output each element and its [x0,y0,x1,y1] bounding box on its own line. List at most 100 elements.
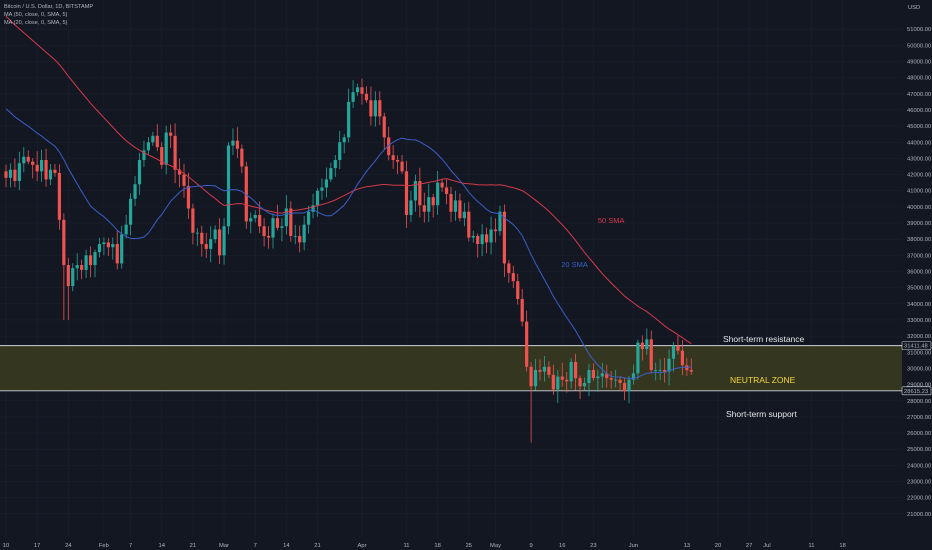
candle-body [502,211,506,264]
x-tick-label: 21 [190,543,196,549]
y-tick-label: 34000.00 [907,302,931,308]
x-tick-label: 25 [466,543,472,549]
candle-body [75,265,79,269]
candle-body [587,370,591,383]
candle-body [195,232,199,234]
candle-body [218,229,222,256]
candle-body [582,382,587,387]
candle-body [453,200,458,212]
y-tick-label: 45000.00 [907,124,931,130]
candle-body [658,370,662,371]
y-tick-label: 48000.00 [907,76,931,82]
candle-body [471,235,475,238]
candle-body [676,345,680,351]
x-tick-label: Mar [219,543,229,549]
y-tick-label: 41000.00 [907,189,931,195]
candle-body [44,160,48,180]
candle-body [578,378,582,387]
candle-body [369,100,373,117]
candle-body [324,179,328,188]
candle-body [489,229,493,243]
candle-body [551,374,555,390]
y-tick-label: 50000.00 [907,43,931,49]
candle-body [4,171,8,178]
x-tick-label: 13 [684,543,690,549]
candle-body [556,376,560,390]
candle-body [663,370,667,372]
candle-body [431,197,435,206]
candle-body [235,140,239,149]
candle-body [462,211,466,219]
sma50-annotation: 50 SMA [598,216,625,225]
candle-body [689,370,693,372]
candle-body [333,160,337,169]
candle-body [387,137,391,156]
support-annotation: Short-term support [726,409,797,419]
chart-legend: Bitcoin / U.S. Dollar, 1D, BITSTAMP MA (… [4,3,93,27]
candle-body [142,150,146,161]
candle-body [62,219,66,266]
candle-body [485,234,489,243]
candle-body [226,145,231,227]
candle-body [565,379,569,382]
sma50-line [5,15,692,345]
candle-body [622,382,627,392]
candle-body [538,370,542,372]
sma20-line [5,108,692,380]
x-tick-label: 20 [715,543,721,549]
candle-body [569,361,573,382]
y-tick-label: 38000.00 [907,237,931,243]
currency-label: USD [908,5,920,11]
ma20-legend[interactable]: MA (20, close, 0, SMA, 5) [4,20,68,26]
candle-body [311,205,315,212]
candle-body [151,135,155,143]
candle-body [560,376,564,380]
y-tick-label: 22000.00 [907,496,931,502]
y-tick-label: 35000.00 [907,286,931,292]
x-tick-label: 10 [3,543,9,549]
candle-body [231,140,235,146]
symbol-title[interactable]: Bitcoin / U.S. Dollar, 1D, BITSTAMP [4,4,94,10]
candle-body [298,235,302,243]
candle-body [93,252,97,266]
y-tick-label: 24000.00 [907,463,931,469]
candle-body [342,137,346,143]
candle-body [66,265,70,287]
candle-body [137,160,142,185]
candle-body [391,155,395,161]
candle-body [649,339,653,371]
candle-body [640,342,644,350]
candle-body [186,185,191,209]
y-tick-label: 29000.00 [907,383,931,389]
candle-body [627,379,631,392]
candle-body [480,234,484,245]
candle-body [355,87,360,93]
candle-body [26,156,30,162]
x-tick-label: May [490,543,501,549]
candle-body [440,182,444,188]
candle-body [533,370,538,387]
candle-body [605,373,609,379]
svg-text:28615.23: 28615.23 [904,389,928,395]
candle-body [329,168,333,180]
price-axis[interactable]: 21000.00 22000.00 23000.00 24000.00 25000.00… [902,0,932,550]
candle-body [275,218,280,228]
candle-body [685,365,689,371]
x-tick-label: Feb [99,543,109,549]
candle-body [120,234,124,264]
x-tick-label: 18 [434,543,440,549]
candle-body [57,172,61,220]
candle-body [97,244,102,253]
candle-body [542,366,547,372]
candle-body [347,101,351,138]
candle-body [396,160,400,162]
candle-body [155,135,159,148]
candle-body [364,93,369,101]
y-tick-label: 51000.00 [907,27,931,33]
neutral-zone-annotation: NEUTRAL ZONE [730,375,796,385]
candle-body [249,218,253,222]
ma50-legend[interactable]: MA (50, close, 0, SMA, 5) [4,12,68,18]
time-axis[interactable]: 10 17 24 Feb 7 14 21 Mar 7 14 21 Apr 11 18 25 May 9 16 23 J… [0,538,932,550]
candle-body [280,226,284,228]
